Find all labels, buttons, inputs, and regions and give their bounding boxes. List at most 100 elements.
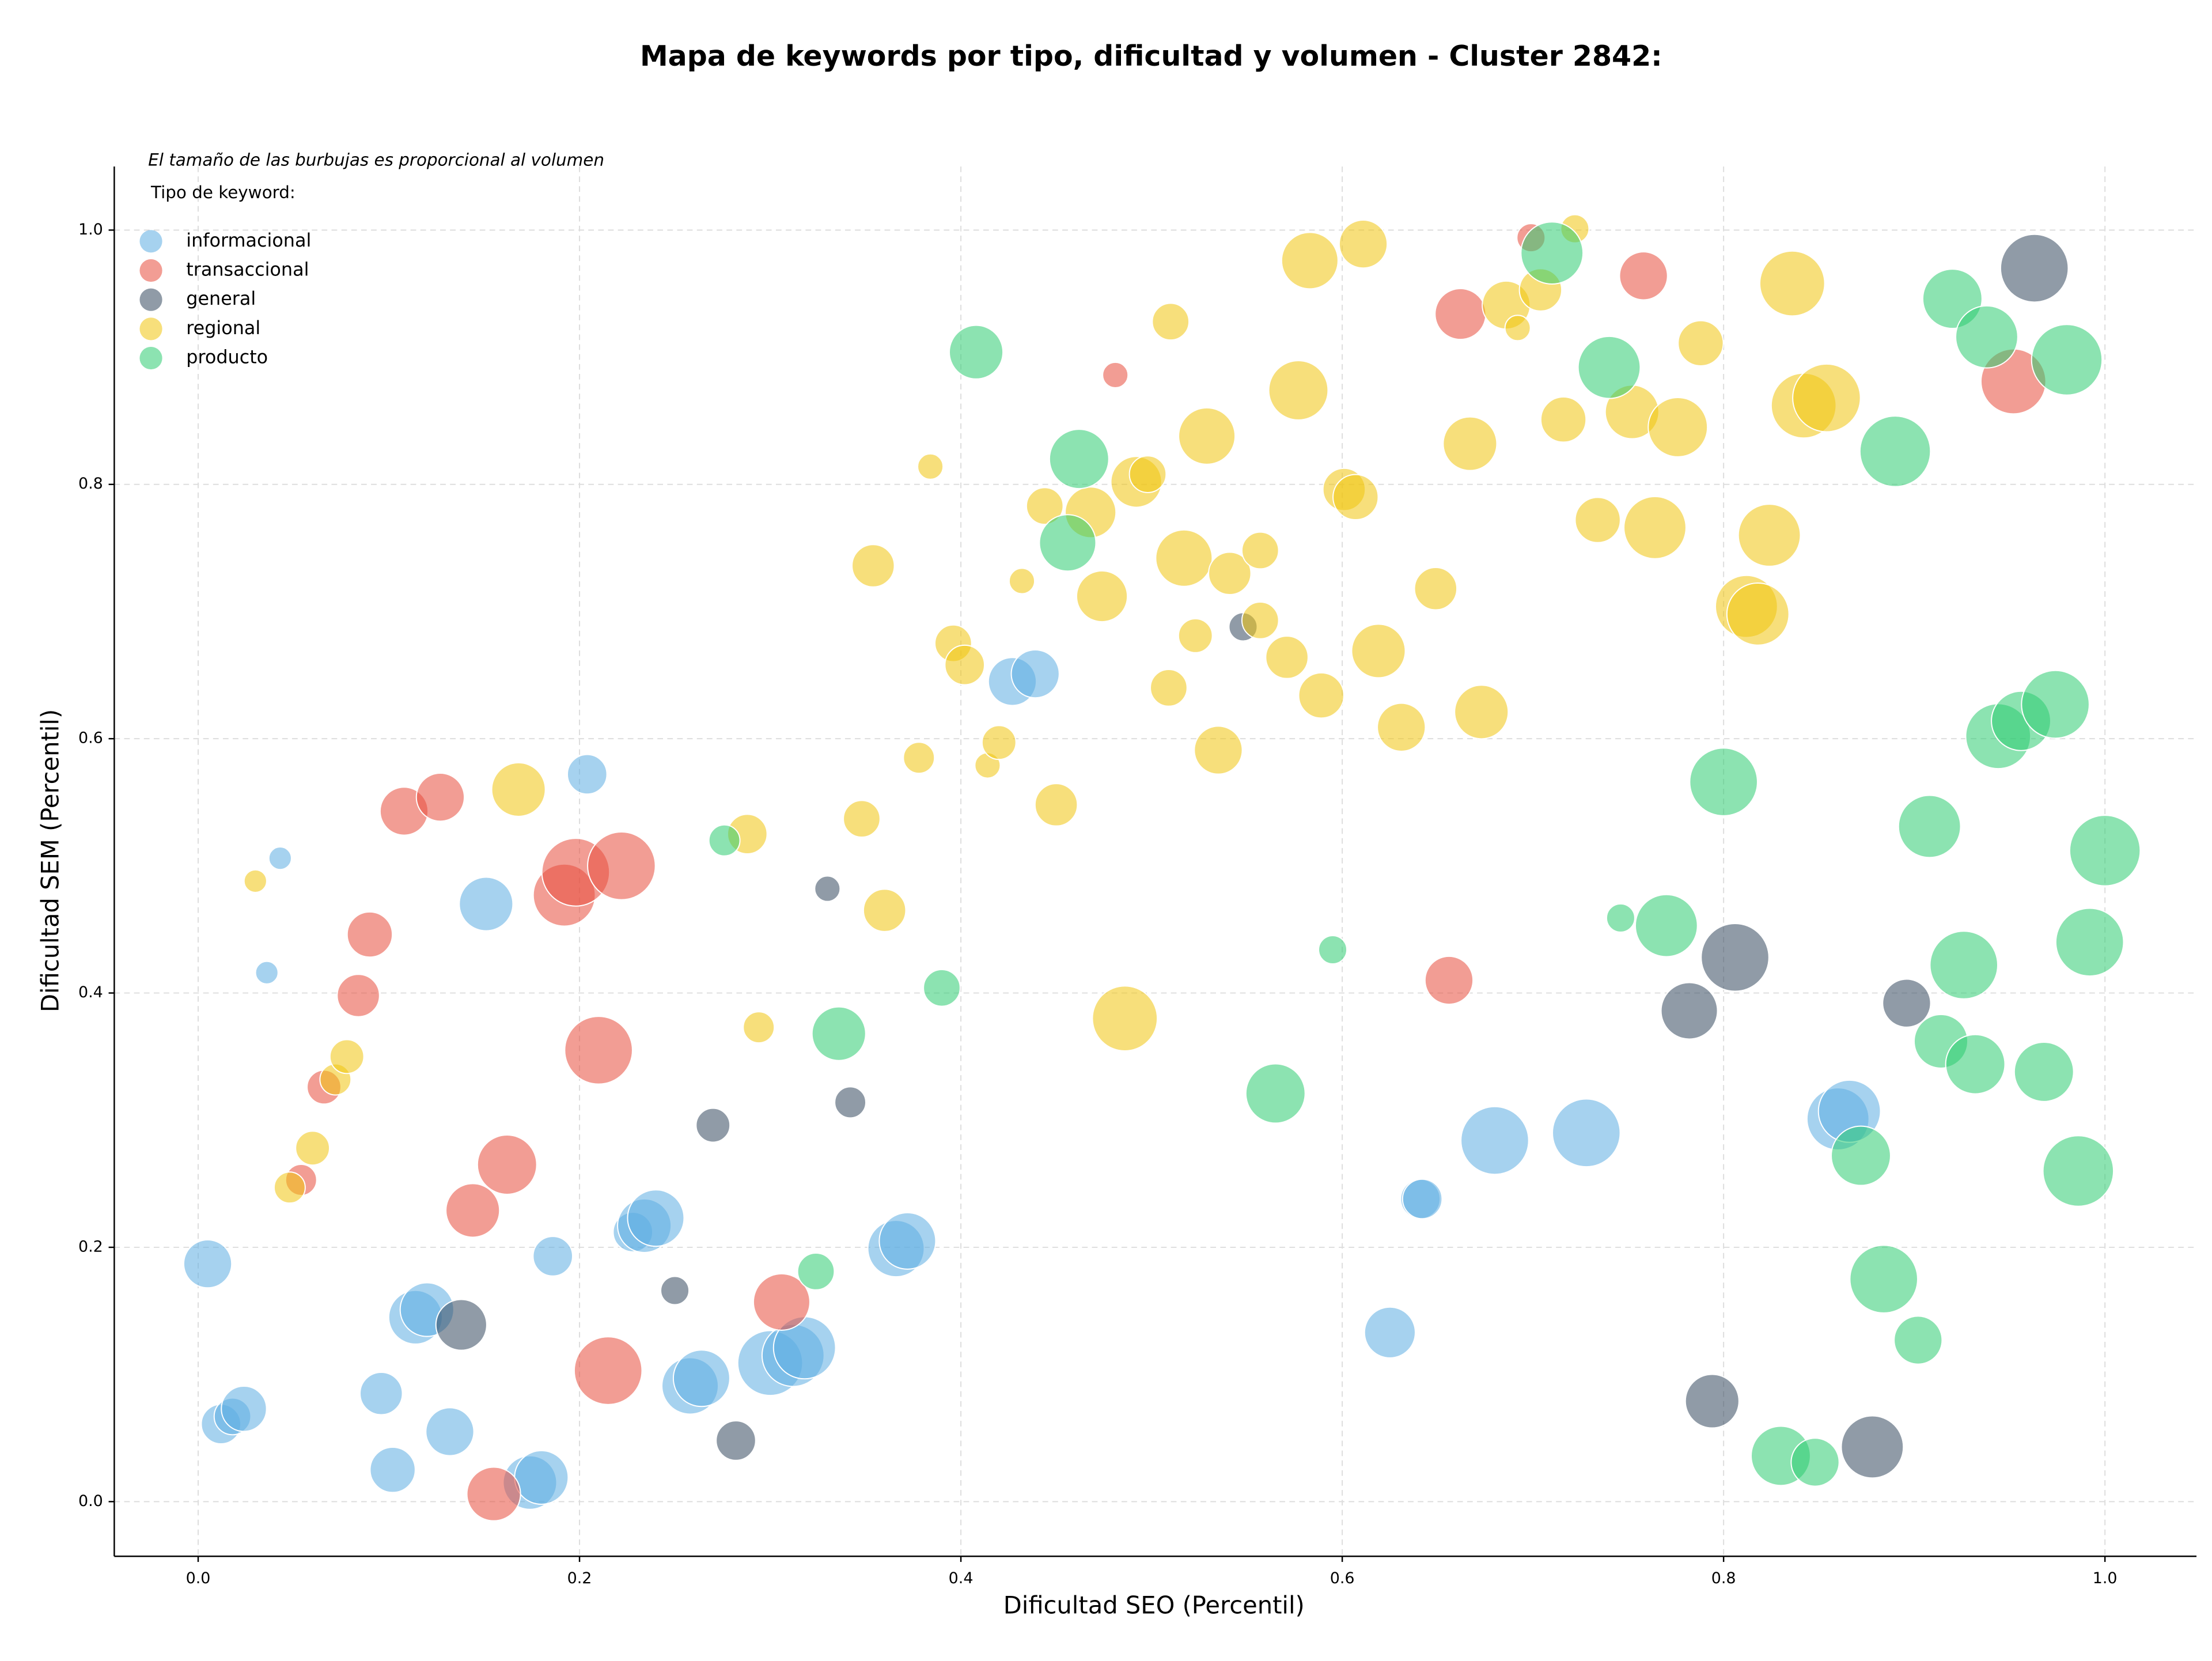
bubble bbox=[459, 876, 514, 932]
bubble bbox=[843, 800, 881, 838]
bubble bbox=[2055, 907, 2124, 977]
legend-label: transaccional bbox=[186, 259, 309, 281]
bubble bbox=[660, 1276, 690, 1306]
bubble bbox=[1677, 320, 1724, 366]
legend-marker bbox=[139, 317, 162, 340]
bubble bbox=[573, 1336, 643, 1405]
bubble bbox=[1540, 396, 1587, 443]
y-tick-label: 0.2 bbox=[78, 1238, 103, 1255]
bubble bbox=[923, 968, 961, 1007]
legend-label: general bbox=[186, 287, 256, 309]
bubble bbox=[1737, 504, 1801, 567]
bubble bbox=[1152, 302, 1190, 341]
bubble bbox=[1298, 672, 1344, 719]
y-axis-label: Dificultad SEM (Percentil) bbox=[36, 709, 65, 1012]
legend-marker bbox=[139, 288, 162, 311]
bubble bbox=[1034, 783, 1078, 827]
bubble bbox=[336, 974, 380, 1017]
x-tick-label: 0.6 bbox=[1330, 1569, 1355, 1587]
bubble bbox=[1377, 702, 1426, 752]
ticks: 0.0 0.2 0.4 0.6 0.8 1.0 0.0 0.2 0.4 0.6 0.8 1.0 bbox=[78, 221, 2118, 1587]
bubble bbox=[1700, 923, 1770, 992]
bubble bbox=[346, 911, 393, 958]
bubble bbox=[1647, 397, 1709, 457]
bubble bbox=[1792, 363, 1861, 433]
bubble bbox=[273, 1171, 306, 1204]
bubble bbox=[715, 1420, 756, 1461]
bubble bbox=[1634, 894, 1698, 958]
bubble bbox=[1245, 1063, 1306, 1124]
bubble bbox=[1882, 978, 1931, 1028]
bubble bbox=[1619, 251, 1668, 301]
bubble bbox=[1155, 529, 1213, 587]
bubble bbox=[243, 869, 267, 893]
bubble bbox=[514, 1450, 569, 1505]
y-tick-label: 0.0 bbox=[78, 1492, 103, 1510]
bubble bbox=[752, 1273, 810, 1331]
bubble bbox=[1660, 982, 1718, 1040]
bubble bbox=[1552, 1098, 1621, 1168]
bubble bbox=[944, 644, 985, 686]
bubble bbox=[1039, 514, 1097, 572]
bubble bbox=[1241, 531, 1279, 570]
bubble bbox=[1402, 1178, 1443, 1220]
bubble bbox=[1010, 649, 1060, 699]
bubble bbox=[1945, 1034, 2006, 1095]
bubble bbox=[1434, 287, 1487, 340]
bubble bbox=[255, 960, 279, 985]
bubble bbox=[1605, 903, 1635, 933]
bubble bbox=[1281, 232, 1339, 290]
legend-label: informacional bbox=[186, 229, 311, 251]
bubble bbox=[1849, 1244, 1918, 1314]
bubble bbox=[1178, 407, 1236, 465]
bubble bbox=[295, 1130, 330, 1166]
x-tick-label: 0.4 bbox=[949, 1569, 974, 1587]
bubble bbox=[743, 1011, 775, 1044]
bubble bbox=[1504, 315, 1531, 342]
bubble bbox=[1268, 360, 1329, 421]
bubble bbox=[1893, 1315, 1943, 1365]
legend: informacional transaccional general regiona… bbox=[139, 229, 311, 370]
bubble bbox=[1454, 684, 1509, 740]
bubble bbox=[1859, 415, 1931, 487]
bubble bbox=[532, 1236, 573, 1277]
bubble bbox=[1338, 220, 1388, 269]
bubble bbox=[1048, 429, 1109, 490]
legend-label: producto bbox=[186, 346, 268, 368]
bubble bbox=[425, 1407, 475, 1456]
x-tick-label: 1.0 bbox=[2093, 1569, 2118, 1587]
bubble bbox=[1318, 935, 1348, 964]
bubble bbox=[981, 725, 1017, 760]
bubble bbox=[445, 1183, 501, 1238]
bubble bbox=[1414, 567, 1458, 611]
legend-label: regional bbox=[186, 317, 260, 339]
bubble bbox=[695, 1107, 731, 1143]
bubble bbox=[1332, 474, 1379, 520]
bubble bbox=[1442, 416, 1498, 471]
bubble bbox=[1460, 1106, 1529, 1175]
bubble bbox=[221, 1386, 267, 1432]
bubble bbox=[2013, 1041, 2074, 1102]
bubble bbox=[1831, 1125, 1891, 1186]
y-tick-label: 0.4 bbox=[78, 983, 103, 1001]
bubble bbox=[476, 1134, 537, 1195]
bubble bbox=[1574, 497, 1621, 543]
bubble bbox=[1025, 487, 1064, 525]
bubble bbox=[917, 453, 944, 480]
bubble bbox=[268, 846, 292, 871]
bubble bbox=[2031, 324, 2103, 396]
bubble bbox=[2021, 669, 2090, 739]
bubble bbox=[1008, 567, 1036, 595]
bubble bbox=[1265, 635, 1309, 679]
size-note: El tamaño de las burbujas es proporciona… bbox=[148, 150, 604, 170]
bubble bbox=[587, 831, 656, 901]
bubble bbox=[1102, 361, 1129, 388]
bubble bbox=[1689, 747, 1758, 816]
bubble bbox=[1577, 335, 1641, 399]
x-axis-label: Dificultad SEO (Percentil) bbox=[1003, 1591, 1305, 1619]
bubble bbox=[1424, 955, 1474, 1005]
y-tick-label: 0.8 bbox=[78, 475, 103, 493]
bubble bbox=[1177, 618, 1213, 653]
bubble bbox=[1351, 623, 1406, 679]
